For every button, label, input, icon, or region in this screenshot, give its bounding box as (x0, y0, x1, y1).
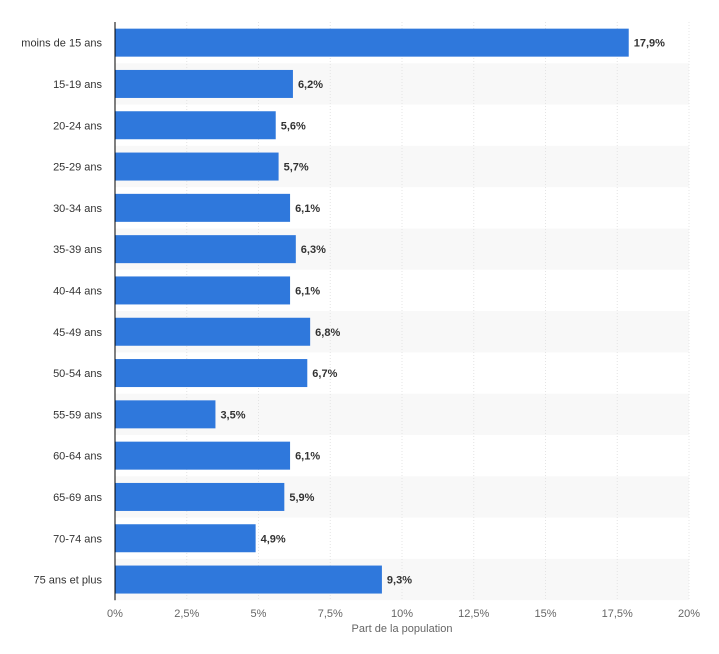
bar[interactable] (115, 276, 291, 305)
bar[interactable] (115, 524, 256, 553)
bar[interactable] (115, 482, 285, 511)
category-label: 45-49 ans (53, 327, 102, 339)
x-tick-label: 2,5% (174, 608, 199, 620)
category-label: moins de 15 ans (21, 38, 102, 50)
category-label: 60-64 ans (53, 451, 102, 463)
category-labels: moins de 15 ans 15-19 ans 20-24 ans 25-29 a… (21, 38, 102, 587)
value-label: 4,9% (261, 533, 286, 545)
value-label: 3,5% (220, 409, 245, 421)
x-tick-label: 7,5% (318, 608, 343, 620)
value-label: 6,3% (301, 244, 326, 256)
category-label: 55-59 ans (53, 409, 102, 421)
bar[interactable] (115, 400, 216, 429)
bars (115, 28, 629, 594)
category-label: 35-39 ans (53, 244, 102, 256)
bar[interactable] (115, 359, 308, 388)
value-label: 6,1% (295, 203, 320, 215)
category-label: 40-44 ans (53, 285, 102, 297)
bar[interactable] (115, 152, 279, 181)
value-label: 6,1% (295, 451, 320, 463)
bar[interactable] (115, 111, 276, 140)
x-tick-label: 12,5% (458, 608, 489, 620)
bar[interactable] (115, 69, 293, 98)
x-tick-label: 5% (251, 608, 267, 620)
value-label: 5,7% (284, 162, 309, 174)
x-tick-label: 0% (107, 608, 123, 620)
x-tick-label: 20% (678, 608, 700, 620)
category-label: 65-69 ans (53, 492, 102, 504)
x-tick-label: 10% (391, 608, 413, 620)
x-tick-label: 17,5% (602, 608, 633, 620)
x-axis-title: Part de la population (352, 623, 453, 635)
category-label: 15-19 ans (53, 79, 102, 91)
value-label: 5,9% (289, 492, 314, 504)
value-label: 9,3% (387, 575, 412, 587)
category-label: 20-24 ans (53, 120, 102, 132)
bar[interactable] (115, 317, 311, 346)
value-label: 6,1% (295, 285, 320, 297)
value-label: 6,2% (298, 79, 323, 91)
category-label: 75 ans et plus (34, 575, 103, 587)
bar[interactable] (115, 193, 291, 222)
bar[interactable] (115, 235, 296, 264)
value-label: 6,7% (312, 368, 337, 380)
x-tick-label: 15% (534, 608, 556, 620)
value-labels: 17,9% 6,2% 5,6% 5,7% 6,1% 6,3% 6,1% 6,8% 6,7% 3,5… (220, 38, 665, 587)
value-label: 6,8% (315, 327, 340, 339)
bar[interactable] (115, 565, 382, 594)
bar[interactable] (115, 28, 629, 57)
category-label: 30-34 ans (53, 203, 102, 215)
category-label: 50-54 ans (53, 368, 102, 380)
category-label: 25-29 ans (53, 162, 102, 174)
category-label: 70-74 ans (53, 533, 102, 545)
x-tick-labels: 0% 2,5% 5% 7,5% 10% 12,5% 15% 17,5% 20% (107, 608, 700, 620)
bar[interactable] (115, 441, 291, 470)
value-label: 5,6% (281, 120, 306, 132)
value-label: 17,9% (634, 38, 665, 50)
